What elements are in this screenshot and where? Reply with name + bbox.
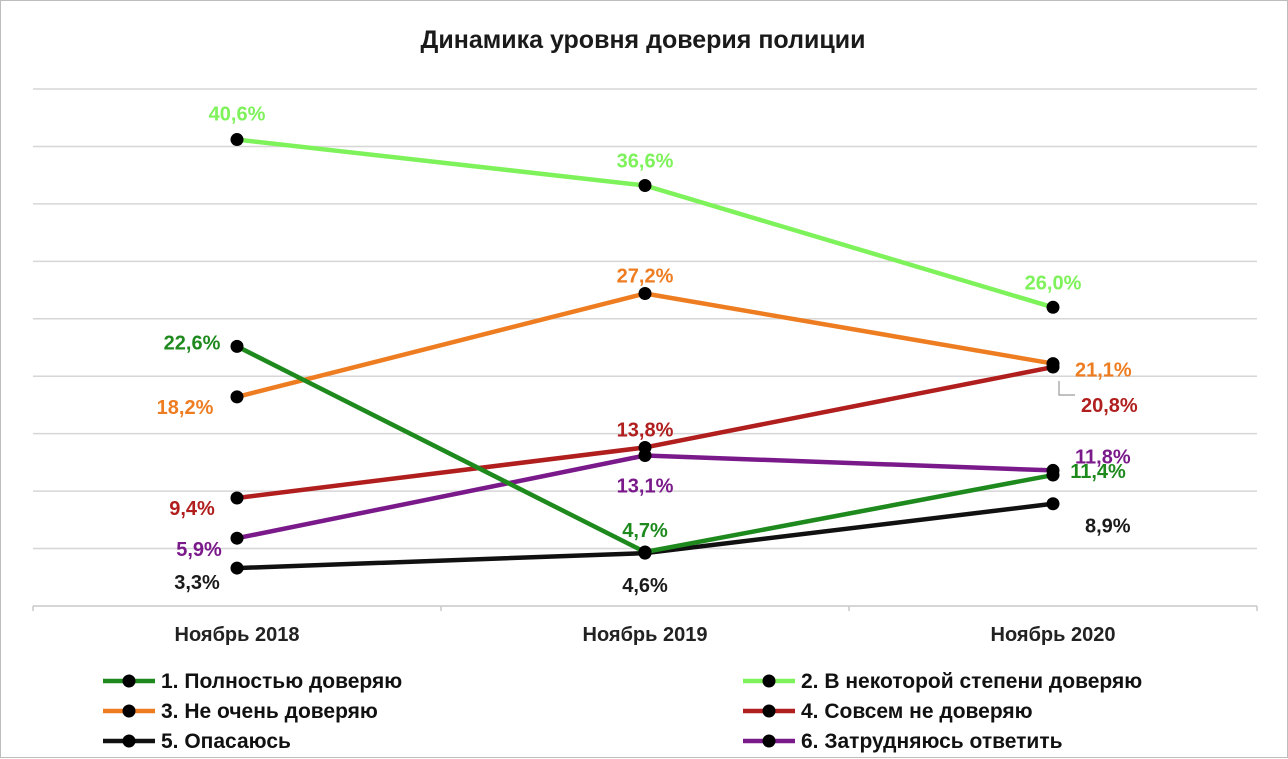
legend-label: 2. В некоторой степени доверяю <box>801 670 1142 693</box>
x-axis: Ноябрь 2018 Ноябрь 2019 Ноябрь 2020 <box>32 605 1258 646</box>
data-label: 26,0% <box>1025 272 1082 294</box>
series-markers <box>230 133 1060 575</box>
legend-item: 5. Опасаюсь <box>103 730 291 753</box>
data-point-marker <box>230 339 244 353</box>
data-label: 40,6% <box>209 104 266 126</box>
data-label: 13,8% <box>617 419 674 441</box>
data-label: 4,6% <box>622 575 668 597</box>
series-line <box>236 291 1054 400</box>
data-point-marker <box>638 545 652 559</box>
data-label: 5,9% <box>176 539 222 561</box>
data-label: 18,2% <box>157 397 214 419</box>
data-labels: 22,6% 4,7% 11,4% 40,6% 36,6% 26,0% 18,2% 27,2% 2… <box>157 104 1138 598</box>
legend-marker <box>122 704 136 718</box>
data-point-marker <box>1046 468 1060 482</box>
data-label: 13,1% <box>617 475 674 497</box>
x-tick-label: Ноябрь 2018 <box>175 624 300 646</box>
data-label: 4,7% <box>622 520 668 542</box>
data-label: 8,9% <box>1085 516 1131 538</box>
legend-marker <box>762 674 776 688</box>
legend-item: 3. Не очень доверяю <box>103 700 378 723</box>
data-label: 9,4% <box>169 498 215 520</box>
legend: 1. Полностью доверяю 2. В некоторой степе… <box>103 670 1142 753</box>
data-label: 11,8% <box>1075 446 1131 468</box>
data-point-marker <box>1046 300 1060 314</box>
data-point-marker <box>638 448 652 462</box>
data-point-marker <box>230 491 244 505</box>
legend-item: 4. Совсем не доверяю <box>743 700 1033 723</box>
x-tick-label: Ноябрь 2020 <box>991 624 1116 646</box>
legend-marker <box>762 734 776 748</box>
data-label: 36,6% <box>617 151 674 173</box>
data-label: 21,1% <box>1075 360 1132 382</box>
data-point-marker <box>1046 360 1060 374</box>
data-point-marker <box>230 390 244 404</box>
data-point-marker <box>638 287 652 301</box>
legend-label: 1. Полностью доверяю <box>161 670 402 693</box>
data-label: 11,4% <box>1070 461 1126 483</box>
chart-title: Динамика уровня доверия полиции <box>421 26 866 54</box>
legend-label: 6. Затрудняюсь ответить <box>801 730 1063 753</box>
legend-label: 3. Не очень доверяю <box>161 700 378 723</box>
data-label: 3,3% <box>174 572 220 594</box>
legend-marker <box>762 704 776 718</box>
data-point-marker <box>230 133 244 147</box>
legend-item: 6. Затрудняюсь ответить <box>743 730 1063 753</box>
legend-label: 5. Опасаюсь <box>161 730 291 753</box>
data-point-marker <box>230 561 244 575</box>
data-label: 20,8% <box>1081 395 1138 417</box>
legend-item: 2. В некоторой степени доверяю <box>743 670 1142 693</box>
data-point-marker <box>1046 497 1060 511</box>
legend-marker <box>122 674 136 688</box>
legend-item: 1. Полностью доверяю <box>103 670 402 693</box>
label-leader-line <box>1058 381 1075 396</box>
data-label: 27,2% <box>617 266 674 288</box>
x-tick-label: Ноябрь 2019 <box>583 624 708 646</box>
gridlines <box>33 88 1257 550</box>
data-point-marker <box>638 179 652 193</box>
legend-label: 4. Совсем не доверяю <box>801 700 1033 723</box>
data-label: 22,6% <box>164 332 221 354</box>
legend-marker <box>122 734 136 748</box>
data-point-marker <box>230 531 244 545</box>
